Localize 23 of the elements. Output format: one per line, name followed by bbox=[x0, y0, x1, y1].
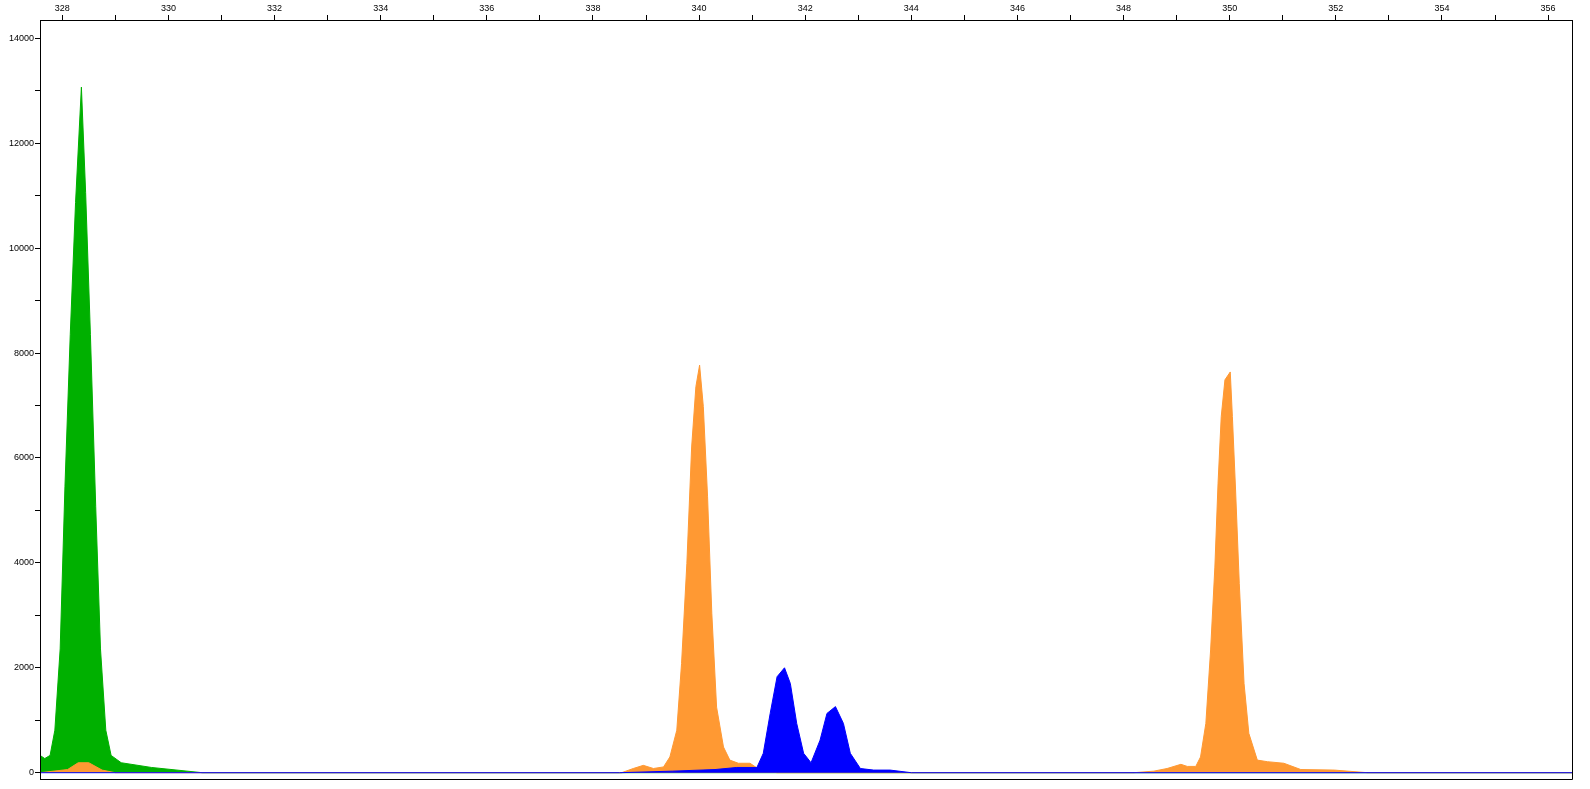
x-tick-label: 332 bbox=[267, 3, 283, 14]
x-tick-label: 342 bbox=[797, 3, 813, 14]
y-tick-label: 6000 bbox=[13, 452, 34, 463]
x-tick-label: 334 bbox=[373, 3, 389, 14]
y-tick-label: 8000 bbox=[13, 347, 34, 358]
y-tick-label: 12000 bbox=[8, 137, 34, 148]
x-tick-label: 352 bbox=[1328, 3, 1344, 14]
x-tick-label: 350 bbox=[1222, 3, 1238, 14]
y-tick-label: 0 bbox=[28, 767, 34, 778]
x-tick-label: 348 bbox=[1116, 3, 1132, 14]
x-tick-label: 336 bbox=[479, 3, 495, 14]
x-tick-label: 338 bbox=[585, 3, 601, 14]
x-tick-label: 356 bbox=[1540, 3, 1556, 14]
y-tick-label: 4000 bbox=[13, 557, 34, 568]
x-tick-label: 330 bbox=[160, 3, 176, 14]
y-tick-label: 14000 bbox=[8, 32, 34, 43]
x-tick-label: 344 bbox=[903, 3, 919, 14]
y-tick-label: 2000 bbox=[13, 662, 34, 673]
x-tick-label: 340 bbox=[691, 3, 707, 14]
y-tick-label: 10000 bbox=[8, 242, 34, 253]
x-tick-label: 328 bbox=[54, 3, 70, 14]
x-tick-label: 354 bbox=[1434, 3, 1450, 14]
x-tick-label: 346 bbox=[1009, 3, 1025, 14]
